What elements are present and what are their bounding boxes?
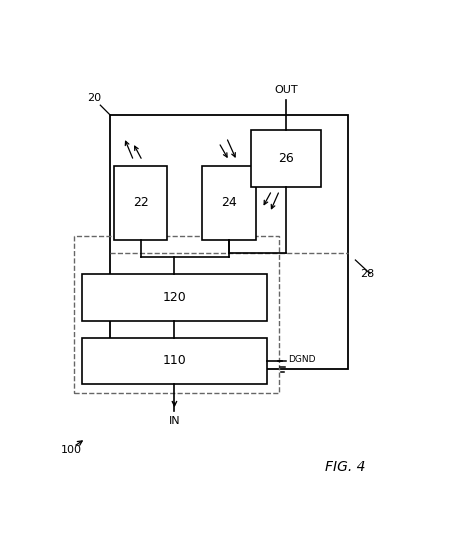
Bar	[82, 274, 267, 321]
Text: 120: 120	[163, 291, 186, 304]
Text: 110: 110	[163, 354, 186, 368]
Text: 20: 20	[88, 94, 101, 104]
Bar	[110, 115, 348, 370]
Bar	[202, 166, 256, 240]
Bar	[251, 130, 321, 187]
Text: 100: 100	[61, 445, 82, 455]
Text: 24: 24	[221, 197, 237, 209]
Text: FIG. 4: FIG. 4	[325, 460, 365, 474]
Text: IN: IN	[169, 415, 180, 426]
Bar	[74, 236, 279, 393]
Text: 22: 22	[132, 197, 148, 209]
Text: DGND: DGND	[289, 355, 316, 364]
Text: 28: 28	[361, 269, 375, 279]
Text: OUT: OUT	[274, 85, 298, 95]
Bar	[114, 166, 167, 240]
Bar	[82, 338, 267, 385]
Text: 26: 26	[278, 152, 294, 165]
